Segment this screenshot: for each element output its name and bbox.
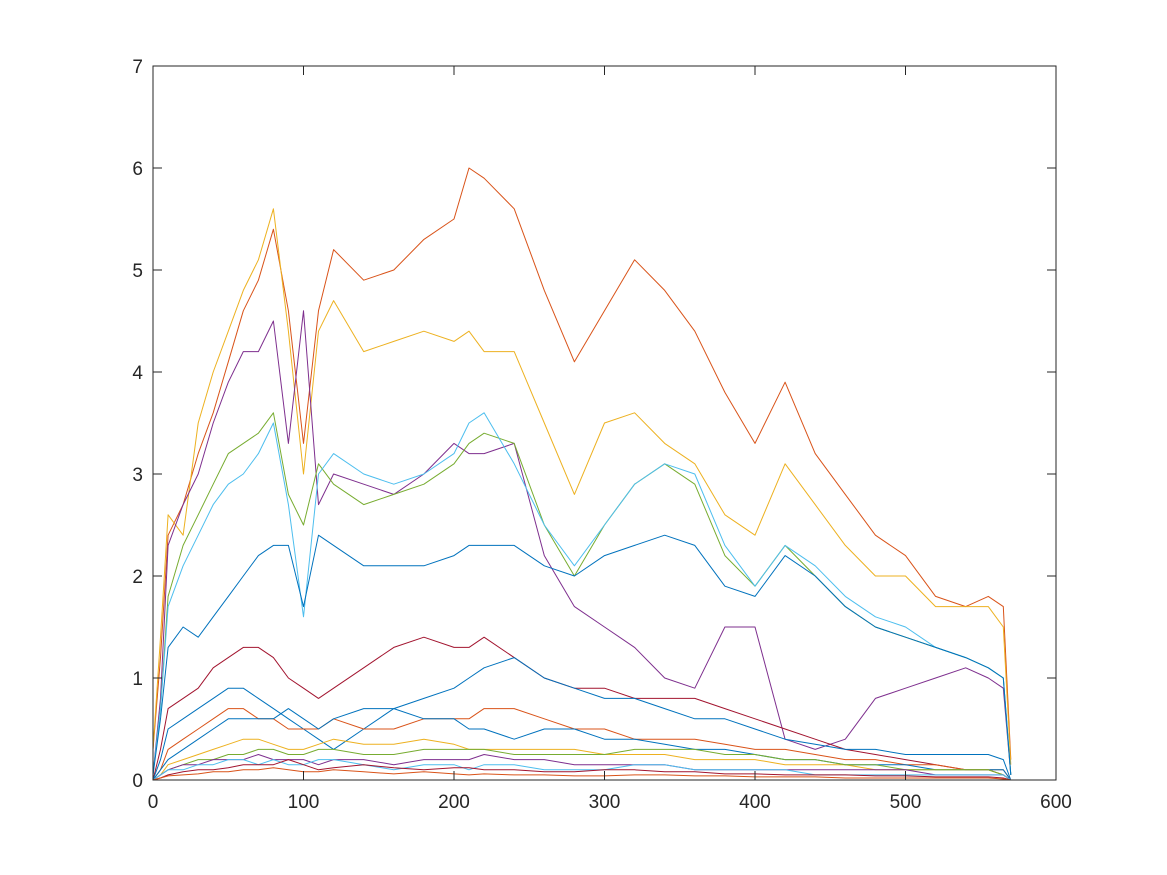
x-tick-label: 400 xyxy=(739,792,771,813)
x-tick-label: 500 xyxy=(890,792,922,813)
series-line-3 xyxy=(152,310,1012,775)
series-line-12 xyxy=(152,748,1012,781)
y-tick-label: 6 xyxy=(132,159,143,180)
x-tick-label: 100 xyxy=(288,792,320,813)
series-line-15 xyxy=(152,759,1011,781)
x-tick-label: 600 xyxy=(1040,792,1072,813)
y-tick-label: 7 xyxy=(132,57,143,78)
y-tick-label: 0 xyxy=(132,771,143,792)
series-line-5 xyxy=(152,412,1012,775)
series-line-7 xyxy=(152,636,1012,781)
axes-box xyxy=(152,65,1057,781)
series-line-14 xyxy=(152,759,1012,781)
series-layer xyxy=(152,167,1012,781)
y-tick-label: 1 xyxy=(132,669,143,690)
series-line-1 xyxy=(152,167,1012,760)
series-line-16 xyxy=(152,767,1011,781)
y-tick-label: 5 xyxy=(132,261,143,282)
y-tick-label: 2 xyxy=(132,567,143,588)
tick-layer: 0 100 200 300 400 500 600 0 1 2 3 4 5 6 7 xyxy=(132,57,1071,813)
x-tick-label: 200 xyxy=(438,792,470,813)
series-line-2 xyxy=(152,208,1012,765)
y-tick-label: 4 xyxy=(132,363,143,384)
series-line-9 xyxy=(152,708,1012,781)
x-tick-label: 300 xyxy=(589,792,621,813)
series-line-6 xyxy=(152,534,1012,775)
y-tick-label: 3 xyxy=(132,465,143,486)
x-tick-label: 0 xyxy=(148,792,159,813)
series-line-8 xyxy=(152,657,1012,781)
